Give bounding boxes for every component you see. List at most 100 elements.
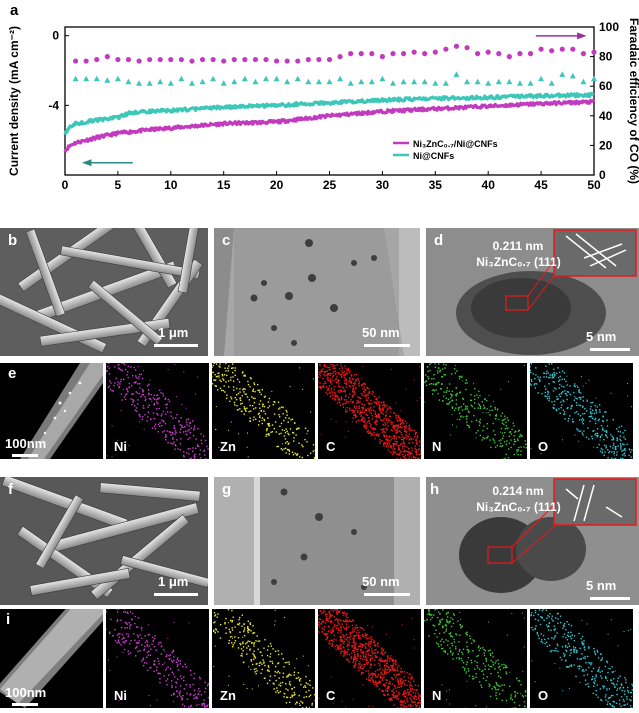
scale-text-g: 50 nm: [362, 574, 400, 589]
fe-point-triangle: [72, 75, 79, 82]
fe-point-triangle: [252, 78, 259, 85]
x-tick-label: 40: [482, 178, 496, 192]
eds-map-label: O: [538, 439, 549, 454]
fe-point-triangle: [93, 75, 100, 82]
x-tick-label: 0: [62, 178, 69, 192]
y-right-tick-label: 40: [599, 109, 613, 123]
fe-point-circle: [517, 51, 523, 57]
fe-point-triangle: [125, 78, 132, 85]
panel-label-d: d: [434, 232, 444, 249]
fe-point-triangle: [326, 78, 333, 85]
fe-point-circle: [369, 51, 375, 57]
scale-bar-b: [154, 344, 198, 347]
hrtem-image: [426, 228, 639, 356]
fe-point-triangle: [263, 75, 270, 82]
fe-point-triangle: [104, 77, 111, 83]
eds-map-o-row2: O: [530, 363, 633, 459]
fe-point-circle: [337, 54, 343, 60]
fe-point-circle: [485, 49, 491, 55]
stem-fiber-i: [0, 609, 103, 708]
fe-point-triangle: [464, 78, 471, 85]
fe-point-triangle: [305, 78, 312, 85]
fe-point-circle: [157, 56, 163, 63]
fe-point-circle: [559, 46, 565, 52]
fe-point-circle: [295, 58, 301, 64]
x-tick-label: 10: [164, 178, 178, 192]
fe-point-circle: [252, 56, 259, 63]
scale-text-i: 100nm: [5, 685, 47, 700]
x-tick-label: 5: [115, 178, 122, 192]
scale-bar-g: [364, 593, 410, 596]
panel-label-c: c: [222, 232, 231, 249]
fe-point-circle: [168, 56, 174, 63]
x-tick-label: 50: [587, 178, 601, 192]
current-axis-arrow-head: [81, 159, 92, 167]
fe-point-triangle: [199, 78, 206, 85]
lattice-spacing-h: 0.214 nm: [492, 484, 544, 498]
eds-map-ni-row2: Ni: [106, 363, 209, 459]
scale-bar-h: [590, 597, 630, 600]
y-right-tick-label: 0: [599, 168, 606, 182]
scale-bar-d: [590, 348, 630, 351]
fe-point-triangle: [538, 75, 545, 82]
panel-f-sem: f 1 μm: [0, 477, 208, 605]
fe-point-triangle: [368, 78, 375, 85]
panel-label-b: b: [8, 232, 18, 249]
y-right-tick-label: 80: [599, 50, 613, 64]
fe-point-triangle: [83, 75, 90, 82]
fe-point-triangle: [315, 78, 322, 85]
y-left-axis-label: Current density (mA cm⁻²): [7, 26, 21, 176]
current-line-0: [63, 98, 596, 153]
fe-point-circle: [411, 49, 417, 55]
eds-map-label: C: [326, 688, 336, 703]
eds-map-label: Ni: [114, 439, 127, 454]
lattice-spacing-d: 0.211 nm: [492, 239, 544, 253]
scale-text-b: 1 μm: [158, 325, 189, 340]
eds-map-label: O: [538, 688, 549, 703]
fe-point-triangle: [516, 80, 523, 86]
lattice-phase-h: Ni₃ZnC₀.₇ (111): [476, 500, 561, 514]
fe-point-circle: [453, 43, 460, 49]
eds-map-ni-row4: Ni: [106, 609, 209, 708]
fe-point-triangle: [411, 78, 418, 85]
fe-point-triangle: [337, 75, 344, 82]
fe-point-triangle: [136, 80, 143, 86]
sem-rods-image: [0, 228, 208, 356]
panel-d-hrtem: d 0.211 nm Ni₃ZnC₀.₇ (111) 5 nm: [426, 228, 639, 356]
fe-point-circle: [284, 58, 290, 64]
panel-label-e: e: [8, 365, 17, 382]
fe-point-circle: [104, 54, 110, 60]
fe-point-circle: [263, 56, 269, 63]
fe-point-triangle: [506, 78, 513, 85]
fe-point-triangle: [432, 80, 439, 86]
fe-point-circle: [400, 51, 407, 57]
eds-map-c-row2: C: [318, 363, 421, 459]
fe-point-circle: [178, 56, 184, 63]
fe-point-triangle: [442, 80, 449, 86]
eds-map-n-row4: N: [424, 609, 527, 708]
fe-point-triangle: [474, 78, 481, 85]
x-tick-label: 30: [376, 178, 390, 192]
panel-b-sem: b 1 μm: [0, 228, 208, 356]
fe-point-circle: [549, 48, 555, 54]
hrtem-image-h: [426, 477, 639, 605]
fe-point-triangle: [389, 80, 396, 86]
y-right-tick-label: 20: [599, 138, 613, 152]
y-left-tick-label: -4: [48, 98, 59, 112]
fe-point-circle: [189, 58, 195, 64]
fe-point-circle: [496, 51, 502, 57]
fe-point-triangle: [485, 80, 492, 86]
x-tick-label: 35: [429, 178, 443, 192]
fe-point-triangle: [495, 78, 502, 85]
fe-point-circle: [83, 58, 89, 64]
fe-point-circle: [94, 56, 100, 63]
eds-map-n-row2: N: [424, 363, 527, 459]
fe-point-triangle: [453, 71, 460, 77]
panel-e-stem: e 100nm: [0, 363, 103, 459]
fe-point-triangle: [294, 75, 301, 82]
eds-map-label: N: [432, 688, 442, 703]
lattice-phase-d: Ni₃ZnC₀.₇ (111): [476, 255, 561, 269]
fe-point-circle: [358, 51, 364, 57]
fe-point-triangle: [241, 75, 248, 82]
fe-point-circle: [115, 56, 121, 63]
